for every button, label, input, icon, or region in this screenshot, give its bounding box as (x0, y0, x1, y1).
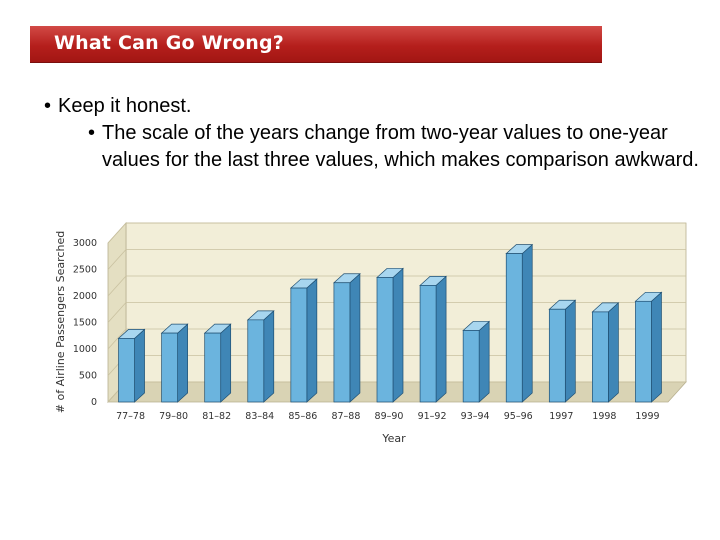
x-tick-label: 83–84 (245, 411, 274, 422)
bar-side (134, 328, 145, 403)
bar-front (505, 253, 523, 403)
bar (160, 323, 189, 403)
bar (548, 299, 577, 403)
x-tick-labels: 77–78 79–80 81–82 83–84 85–86 87–88 89–90 91–92… (116, 411, 659, 422)
x-tick-label: 95–96 (504, 411, 533, 422)
y-tick-label: 1000 (73, 344, 97, 355)
bars-group (117, 243, 663, 403)
bullet-sub: The scale of the years change from two-y… (88, 120, 704, 174)
bar-side (651, 291, 662, 403)
y-tick-label: 2000 (73, 291, 97, 302)
bar-front (161, 332, 178, 403)
bar-side (220, 323, 232, 403)
bar-side (263, 310, 275, 403)
bar-front (290, 287, 308, 403)
bar-side (521, 243, 533, 403)
bar-side (392, 267, 404, 403)
bar-front (118, 338, 135, 403)
bar (333, 272, 361, 403)
gridline (107, 249, 686, 270)
x-tick-label: 87–88 (331, 411, 360, 422)
x-tick-label: 1999 (635, 411, 659, 422)
x-tick-label: 89–90 (375, 411, 404, 422)
bar (591, 302, 620, 403)
bar (117, 328, 146, 403)
title-banner: What Can Go Wrong? (30, 26, 602, 63)
bar-side (564, 299, 576, 403)
x-tick-label: 91–92 (418, 411, 447, 422)
bar (634, 291, 663, 403)
x-tick-label: 1997 (549, 411, 573, 422)
bullet-list: Keep it honest. The scale of the years c… (44, 93, 704, 174)
x-tick-label: 93–94 (461, 411, 490, 422)
bar (289, 278, 318, 403)
bar-side (435, 275, 447, 403)
y-tick-label: 3000 (73, 238, 97, 249)
bar-front (247, 319, 265, 403)
bar-side (608, 302, 619, 403)
x-tick-label: 81–82 (202, 411, 231, 422)
bar-side (306, 278, 318, 403)
gridline (107, 302, 686, 323)
x-tick-label: 85–86 (288, 411, 317, 422)
bullet-main: Keep it honest. (44, 93, 704, 120)
bar-side (478, 320, 490, 403)
x-axis-label: Year (381, 432, 406, 445)
y-tick-label: 500 (79, 371, 97, 382)
bar-side (349, 272, 361, 403)
y-tick-label: 1500 (73, 318, 97, 329)
slide-title: What Can Go Wrong? (54, 32, 284, 54)
bar-side (177, 323, 188, 403)
x-tick-label: 77–78 (116, 411, 145, 422)
bar (376, 267, 404, 403)
y-tick-labels: 0 500 1000 1500 2000 2500 3000 (73, 238, 97, 408)
bar-front (419, 285, 437, 403)
bar-front (592, 311, 609, 403)
bar-front (204, 332, 222, 403)
gridline (107, 222, 686, 244)
bar (462, 320, 491, 403)
bar (246, 310, 275, 403)
y-tick-label: 2500 (73, 265, 97, 276)
bar-front (333, 282, 351, 403)
bar (203, 323, 232, 403)
x-tick-label: 1998 (592, 411, 616, 422)
bar-front (462, 330, 480, 403)
y-tick-label: 0 (91, 397, 97, 408)
bar-front (376, 277, 394, 403)
x-tick-label: 79–80 (159, 411, 188, 422)
y-axis-label: # of Airline Passengers Searched (54, 231, 67, 413)
gridline (107, 328, 686, 350)
gridline (107, 275, 686, 297)
bar-front (548, 308, 566, 403)
bar-front (635, 300, 652, 403)
bar (419, 275, 447, 403)
bar (505, 243, 534, 403)
